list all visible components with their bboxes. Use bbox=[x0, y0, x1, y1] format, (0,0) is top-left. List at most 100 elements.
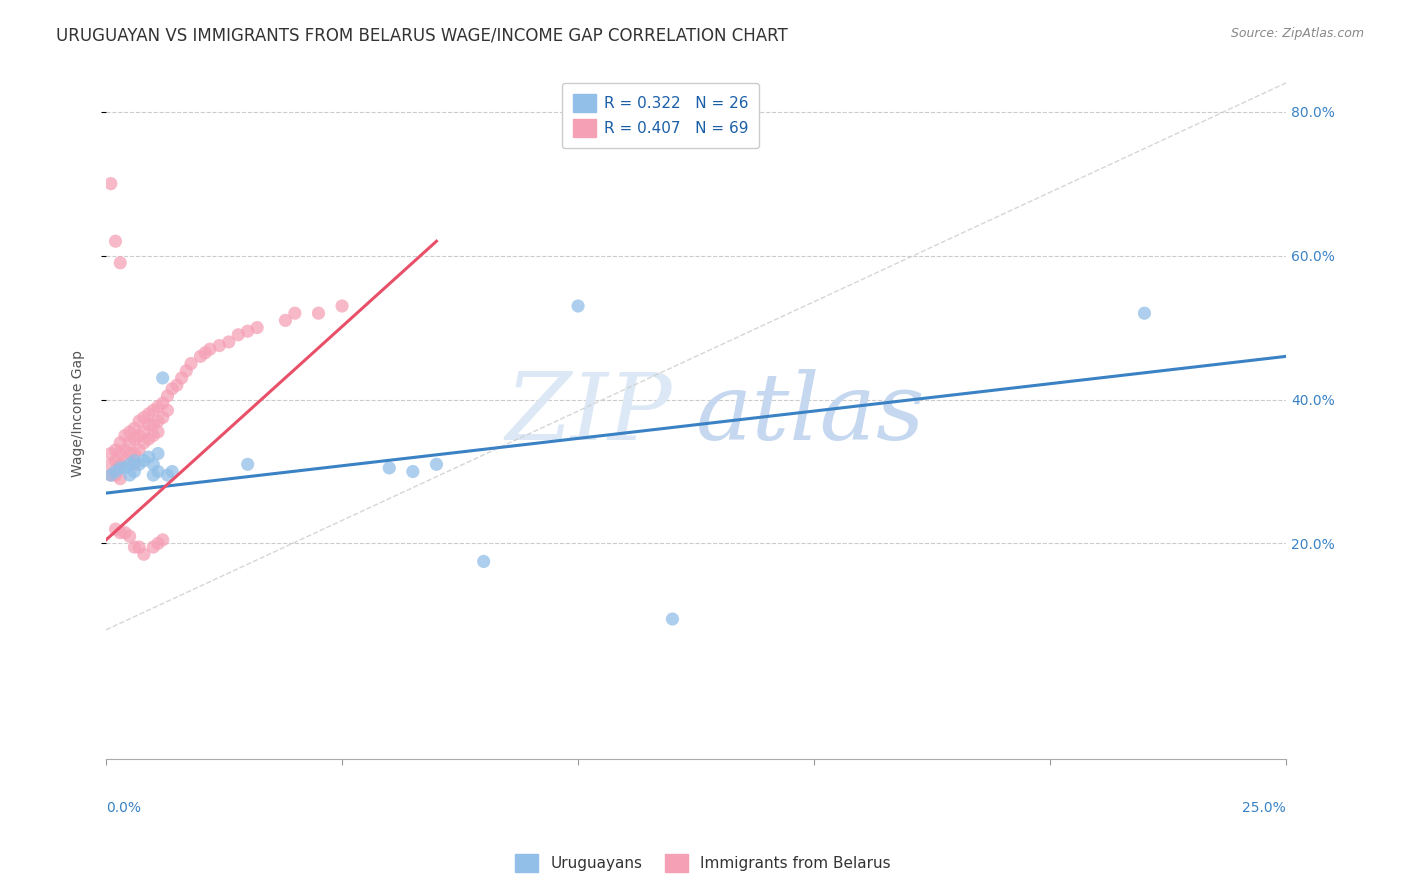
Legend: R = 0.322   N = 26, R = 0.407   N = 69: R = 0.322 N = 26, R = 0.407 N = 69 bbox=[562, 83, 759, 148]
Text: ZIP: ZIP bbox=[506, 369, 672, 459]
Point bbox=[176, 364, 198, 378]
Point bbox=[132, 410, 155, 425]
Point bbox=[198, 342, 221, 356]
Point bbox=[146, 446, 169, 460]
Point bbox=[190, 350, 212, 364]
Point bbox=[146, 536, 169, 550]
Point bbox=[156, 403, 179, 417]
Point bbox=[284, 306, 307, 320]
Legend: Uruguayans, Immigrants from Belarus: Uruguayans, Immigrants from Belarus bbox=[508, 846, 898, 880]
Point bbox=[114, 453, 136, 467]
Point bbox=[218, 334, 240, 349]
Point bbox=[142, 540, 165, 554]
Point bbox=[138, 432, 160, 446]
Point bbox=[104, 468, 127, 483]
Point bbox=[110, 458, 132, 472]
Point bbox=[156, 389, 179, 403]
Point bbox=[156, 468, 179, 483]
Point bbox=[152, 410, 174, 425]
Point bbox=[142, 468, 165, 483]
Point bbox=[114, 525, 136, 540]
Text: URUGUAYAN VS IMMIGRANTS FROM BELARUS WAGE/INCOME GAP CORRELATION CHART: URUGUAYAN VS IMMIGRANTS FROM BELARUS WAG… bbox=[56, 27, 787, 45]
Point bbox=[124, 465, 146, 479]
Point bbox=[118, 458, 141, 472]
Y-axis label: Wage/Income Gap: Wage/Income Gap bbox=[72, 351, 86, 477]
Point bbox=[246, 320, 269, 334]
Point bbox=[100, 458, 122, 472]
Point bbox=[124, 540, 146, 554]
Point bbox=[208, 338, 231, 352]
Point bbox=[128, 458, 150, 472]
Point bbox=[146, 400, 169, 414]
Point bbox=[146, 465, 169, 479]
Text: 25.0%: 25.0% bbox=[1243, 801, 1286, 814]
Point bbox=[124, 432, 146, 446]
Point bbox=[104, 465, 127, 479]
Point bbox=[100, 468, 122, 483]
Point bbox=[118, 468, 141, 483]
Point bbox=[425, 458, 447, 472]
Point bbox=[567, 299, 589, 313]
Point bbox=[160, 465, 183, 479]
Point bbox=[114, 442, 136, 457]
Point bbox=[132, 547, 155, 561]
Point bbox=[110, 435, 132, 450]
Point bbox=[132, 435, 155, 450]
Point bbox=[330, 299, 353, 313]
Point bbox=[138, 417, 160, 432]
Point bbox=[118, 425, 141, 439]
Point bbox=[110, 472, 132, 486]
Point bbox=[128, 414, 150, 428]
Point bbox=[124, 453, 146, 467]
Point bbox=[226, 327, 249, 342]
Point bbox=[118, 446, 141, 460]
Point bbox=[124, 446, 146, 460]
Point bbox=[128, 540, 150, 554]
Point bbox=[166, 378, 188, 392]
Point bbox=[128, 428, 150, 442]
Point bbox=[142, 428, 165, 442]
Point bbox=[132, 425, 155, 439]
Point bbox=[180, 357, 202, 371]
Point bbox=[114, 428, 136, 442]
Point bbox=[160, 382, 183, 396]
Point bbox=[472, 554, 495, 568]
Point bbox=[152, 396, 174, 410]
Point bbox=[146, 425, 169, 439]
Text: 0.0%: 0.0% bbox=[105, 801, 141, 814]
Point bbox=[132, 453, 155, 467]
Point bbox=[142, 403, 165, 417]
Point bbox=[118, 435, 141, 450]
Point bbox=[110, 256, 132, 270]
Point bbox=[104, 442, 127, 457]
Point bbox=[104, 234, 127, 248]
Point bbox=[138, 450, 160, 464]
Point bbox=[110, 461, 132, 475]
Point bbox=[308, 306, 330, 320]
Point bbox=[236, 458, 259, 472]
Point bbox=[110, 446, 132, 460]
Point bbox=[124, 421, 146, 435]
Point bbox=[110, 525, 132, 540]
Text: atlas: atlas bbox=[696, 369, 925, 459]
Point bbox=[152, 371, 174, 385]
Point bbox=[146, 414, 169, 428]
Point bbox=[378, 461, 401, 475]
Point bbox=[152, 533, 174, 547]
Point bbox=[661, 612, 683, 626]
Point bbox=[128, 442, 150, 457]
Point bbox=[100, 446, 122, 460]
Point bbox=[402, 465, 425, 479]
Point bbox=[236, 324, 259, 338]
Point bbox=[194, 345, 217, 359]
Text: Source: ZipAtlas.com: Source: ZipAtlas.com bbox=[1230, 27, 1364, 40]
Point bbox=[118, 529, 141, 543]
Point bbox=[1133, 306, 1156, 320]
Point bbox=[170, 371, 193, 385]
Point bbox=[124, 458, 146, 472]
Point bbox=[104, 453, 127, 467]
Point bbox=[114, 461, 136, 475]
Point bbox=[142, 417, 165, 432]
Point bbox=[100, 468, 122, 483]
Point bbox=[100, 177, 122, 191]
